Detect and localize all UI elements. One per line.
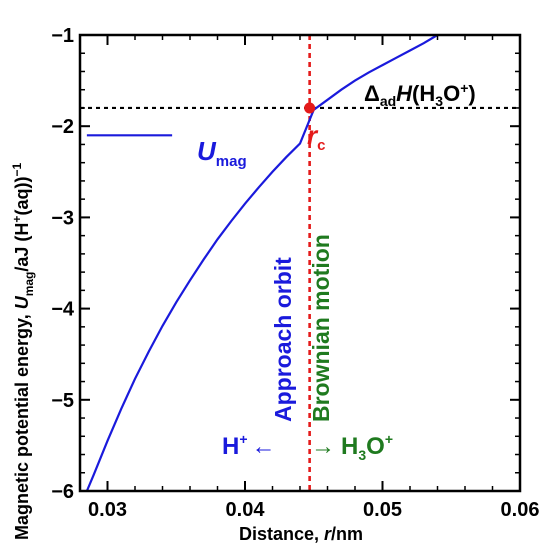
x-tick-label: 0.03: [88, 499, 127, 521]
approach-orbit-label: Approach orbit: [270, 257, 296, 422]
enthalpy-label: ΔadH(H3O+): [364, 80, 476, 109]
y-tick-label: −6: [51, 481, 74, 503]
h3o-label: → H3O+: [311, 431, 393, 463]
series-line-umag: [85, 34, 439, 492]
rc-label: rc: [307, 120, 325, 154]
y-tick-label: −4: [51, 299, 75, 321]
y-tick-label: −1: [51, 25, 74, 47]
y-axis-title: Magnetic potential energy, Umag/aJ (H+(a…: [10, 163, 36, 540]
series-label-umag: Umag: [197, 136, 247, 170]
x-tick-label: 0.04: [226, 499, 266, 521]
brownian-motion-label: Brownian motion: [308, 234, 334, 422]
x-tick-label: 0.06: [501, 499, 540, 521]
y-tick-label: −2: [51, 116, 74, 138]
hplus-label: H+ ←: [222, 431, 276, 460]
x-tick-label: 0.05: [363, 499, 402, 521]
y-tick-label: −5: [51, 390, 74, 412]
x-axis-title: Distance, r/nm: [239, 524, 363, 544]
rc-point: [304, 102, 316, 114]
y-tick-label: −3: [51, 207, 74, 229]
